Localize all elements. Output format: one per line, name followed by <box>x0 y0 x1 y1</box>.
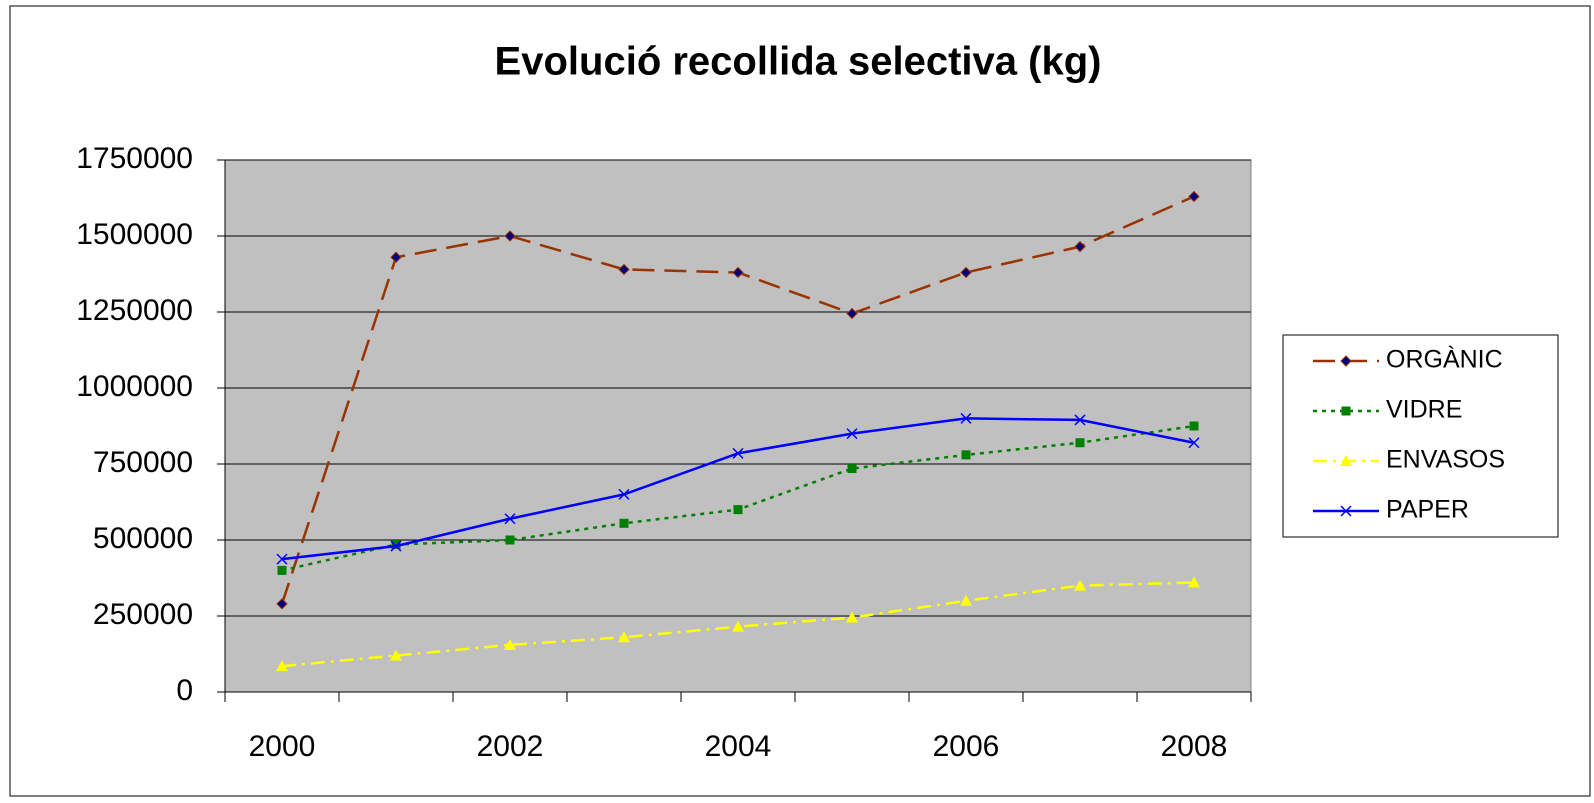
data-point <box>847 464 857 474</box>
data-point <box>504 513 516 525</box>
data-point <box>618 488 630 500</box>
data-point <box>391 540 401 550</box>
data-point <box>846 428 858 440</box>
legend-marker <box>1340 505 1352 517</box>
x-tick-label: 2008 <box>1161 730 1228 763</box>
data-point <box>1188 576 1200 588</box>
data-point <box>276 553 288 565</box>
data-point <box>846 307 858 320</box>
y-tick-label: 0 <box>176 674 193 707</box>
y-tick-label: 750000 <box>93 446 193 479</box>
data-point <box>1074 579 1086 591</box>
data-point <box>504 230 516 242</box>
data-point <box>732 620 744 632</box>
data-point <box>390 251 402 263</box>
legend-label: PAPER <box>1386 496 1469 524</box>
data-point <box>276 660 288 672</box>
data-point <box>846 611 858 623</box>
data-point <box>1189 421 1199 431</box>
data-point <box>733 505 743 515</box>
data-point <box>732 266 744 279</box>
legend-label: ORGÀNIC <box>1386 345 1503 374</box>
data-point <box>960 412 972 424</box>
data-point <box>960 594 972 606</box>
y-tick-label: 1750000 <box>76 142 193 175</box>
x-tick-label: 2004 <box>705 730 772 763</box>
data-point <box>390 649 402 661</box>
data-point <box>1075 438 1085 448</box>
legend-label: ENVASOS <box>1386 446 1505 474</box>
data-point <box>618 631 630 643</box>
data-point <box>505 535 515 545</box>
y-tick-label: 1000000 <box>76 370 193 403</box>
y-tick-label: 250000 <box>93 598 193 631</box>
legend <box>1282 334 1559 538</box>
data-point <box>277 565 287 575</box>
x-tick-label: 2002 <box>477 730 544 763</box>
data-point <box>276 598 288 610</box>
legend-marker <box>1340 355 1352 367</box>
x-tick-label: 2000 <box>249 730 316 763</box>
data-point <box>1188 190 1200 203</box>
data-point <box>618 263 630 276</box>
data-point <box>1074 240 1086 253</box>
y-tick-label: 500000 <box>93 522 193 555</box>
data-point <box>390 540 402 552</box>
x-tick-label: 2006 <box>933 730 1000 763</box>
data-point <box>732 447 744 459</box>
legend-label: VIDRE <box>1386 396 1462 424</box>
data-point <box>961 450 971 460</box>
legend-marker <box>1341 406 1351 416</box>
legend-marker <box>1340 455 1352 466</box>
data-point <box>960 266 972 279</box>
data-point <box>619 518 629 528</box>
data-point <box>1188 437 1200 449</box>
chart-title: Evolució recollida selectiva (kg) <box>495 40 1102 84</box>
y-tick-label: 1250000 <box>76 294 193 327</box>
data-point <box>1074 414 1086 426</box>
y-tick-label: 1500000 <box>76 218 193 251</box>
data-point <box>504 638 516 650</box>
